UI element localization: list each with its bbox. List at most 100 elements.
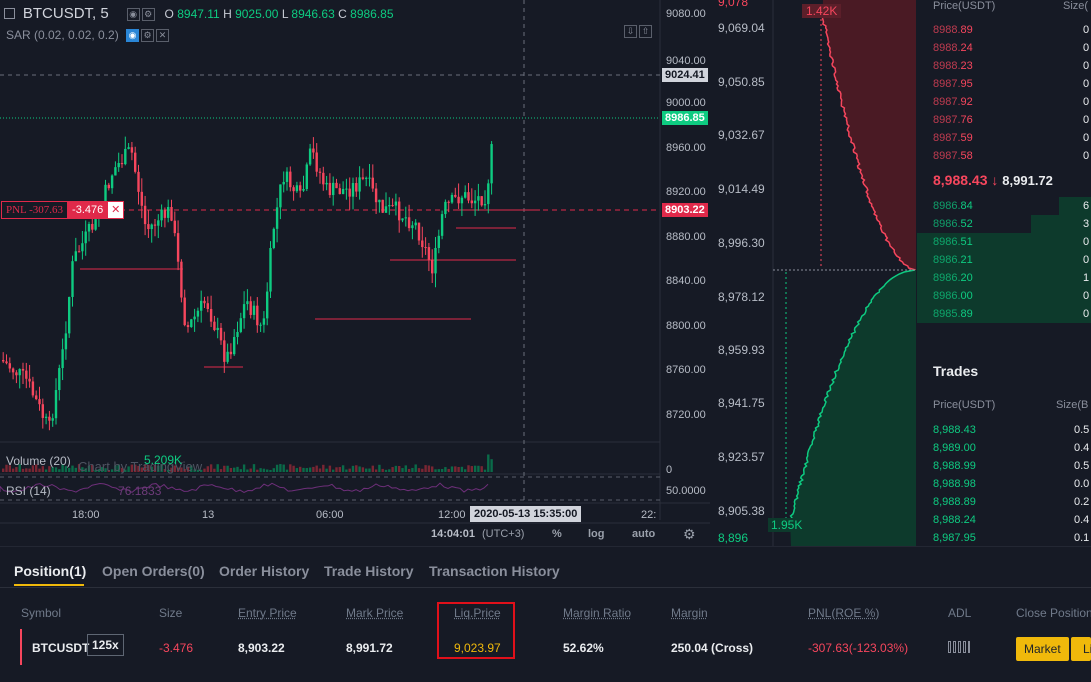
volume-bar <box>273 468 275 472</box>
ask-row[interactable]: 8987.95 0 <box>917 75 1091 93</box>
candle-body <box>9 363 11 368</box>
close-icon[interactable]: ✕ <box>156 29 169 42</box>
ask-price: 8987.95 <box>933 78 973 90</box>
depth-chart-panel[interactable]: 9,078 9,069.04 9,050.85 9,032.67 9,014.4… <box>710 0 916 546</box>
chart-bottom-toolbar: 14:04:01 (UTC+3) % log auto ⚙ <box>0 525 710 545</box>
percent-scale-button[interactable]: % <box>552 528 562 540</box>
candle-body <box>75 251 77 261</box>
candle-body <box>104 185 106 202</box>
crosshair-price-tag: 9024.41 <box>662 68 708 82</box>
volume-bar <box>246 469 248 472</box>
bid-size: 6 <box>1083 200 1089 212</box>
candle-body <box>438 236 440 248</box>
volume-legend: Volume (20) Chart by TradingView 5.209K <box>6 453 202 468</box>
depth-axis-bottom-cut: 8,896 <box>718 531 748 545</box>
pnl-position-label[interactable]: PNL -307.63 -3.476 ✕ <box>1 201 124 219</box>
candle-body <box>38 399 40 404</box>
trade-row[interactable]: 8,987.95 0.1 <box>917 529 1091 547</box>
ask-price-int: 8988. <box>933 60 961 72</box>
ask-row[interactable]: 8988.89 0 <box>917 21 1091 39</box>
volume-bar <box>329 466 331 472</box>
ask-row[interactable]: 8987.59 0 <box>917 129 1091 147</box>
auto-scale-button[interactable]: auto <box>632 528 655 540</box>
candle-body <box>197 311 199 317</box>
volume-bar <box>213 469 215 472</box>
eye-icon[interactable]: ◉ <box>126 29 139 42</box>
bid-row[interactable]: 8986.00 0 <box>917 287 1091 305</box>
ask-row[interactable]: 8988.23 0 <box>917 57 1091 75</box>
ask-size: 0 <box>1083 114 1089 126</box>
position-liq-price: 9,023.97 <box>454 641 501 655</box>
col-margin: Margin <box>671 606 708 620</box>
book-size-header: Size( <box>1063 0 1088 12</box>
tab-transaction-history[interactable]: Transaction History <box>429 563 560 579</box>
limit-close-button[interactable]: Li <box>1071 637 1091 661</box>
candlestick-chart-panel[interactable]: BTCUSDT, 5 ◉ ⚙ O 8947.11 H 9025.00 L 8946… <box>0 0 710 546</box>
candle-body <box>246 301 248 304</box>
volume-bar <box>474 466 476 472</box>
depth-axis-top-cut: 9,078 <box>718 0 748 9</box>
candle-body <box>434 248 436 273</box>
volume-bar <box>457 467 459 472</box>
volume-bar <box>365 469 367 472</box>
eye-icon[interactable]: ◉ <box>127 8 140 21</box>
candle-body <box>127 147 129 149</box>
ask-size: 0 <box>1083 132 1089 144</box>
ask-size: 0 <box>1083 60 1089 72</box>
tab-order-history[interactable]: Order History <box>219 563 309 579</box>
book-mid-price: 8,988.43 ↓ 8,991.72 <box>933 172 1053 188</box>
ask-row[interactable]: 8987.92 0 <box>917 93 1091 111</box>
gear-icon[interactable]: ⚙ <box>683 526 696 543</box>
candle-body <box>167 207 169 218</box>
trade-row[interactable]: 8,988.43 0.5 <box>917 421 1091 439</box>
candle-body <box>395 202 397 206</box>
trade-row[interactable]: 8,988.99 0.5 <box>917 457 1091 475</box>
trade-size: 0.0 <box>1074 478 1089 490</box>
trades-size-header: Size(B <box>1056 399 1088 411</box>
ask-row[interactable]: 8988.24 0 <box>917 39 1091 57</box>
candle-body <box>137 172 139 192</box>
volume-bar <box>22 469 24 472</box>
bid-row[interactable]: 8986.84 6 <box>917 197 1091 215</box>
tab-open-orders[interactable]: Open Orders(0) <box>102 563 205 579</box>
volume-bar <box>342 465 344 472</box>
bid-row[interactable]: 8986.21 0 <box>917 251 1091 269</box>
close-position-icon[interactable]: ✕ <box>108 202 123 218</box>
trade-row[interactable]: 8,988.24 0.4 <box>917 511 1091 529</box>
active-tab-indicator <box>14 584 84 586</box>
bid-row[interactable]: 8986.51 0 <box>917 233 1091 251</box>
log-scale-button[interactable]: log <box>588 528 605 540</box>
trade-row[interactable]: 8,989.00 0.4 <box>917 439 1091 457</box>
scroll-up-icon[interactable]: ⇧ <box>639 25 652 38</box>
bid-row[interactable]: 8986.20 1 <box>917 269 1091 287</box>
sar-indicator-row: SAR (0.02, 0.02, 0.2) ◉ ⚙ ✕ <box>6 28 169 42</box>
clock: 14:04:01 <box>431 528 475 540</box>
book-price-header: Price(USDT) <box>933 0 995 12</box>
candle-body <box>378 200 380 202</box>
position-entry-price: 8,903.22 <box>238 641 285 655</box>
bid-depth-label: 1.95K <box>768 518 805 532</box>
tab-trade-history[interactable]: Trade History <box>324 563 413 579</box>
timezone[interactable]: (UTC+3) <box>482 528 524 540</box>
settings-icon[interactable]: ⚙ <box>141 29 154 42</box>
price-axis-label: 8840.00 <box>666 275 706 287</box>
ask-row[interactable]: 8987.58 0 <box>917 147 1091 165</box>
market-close-button[interactable]: Market <box>1016 637 1069 661</box>
settings-icon[interactable]: ⚙ <box>142 8 155 21</box>
bid-row[interactable]: 8985.89 0 <box>917 305 1091 323</box>
ohlc-l-label: L <box>282 7 288 21</box>
leverage-button[interactable]: 125x <box>87 634 124 656</box>
tab-position[interactable]: Position(1) <box>14 563 86 579</box>
collapse-icon[interactable] <box>4 8 15 19</box>
trade-row[interactable]: 8,988.89 0.2 <box>917 493 1091 511</box>
ask-row[interactable]: 8987.76 0 <box>917 111 1091 129</box>
bid-row[interactable]: 8986.52 3 <box>917 215 1091 233</box>
position-qty: -3.476 <box>67 202 108 218</box>
last-price-tag: 8986.85 <box>662 111 708 125</box>
scroll-down-icon[interactable]: ⇩ <box>624 25 637 38</box>
price-axis-label: 9000.00 <box>666 97 706 109</box>
trade-row[interactable]: 8,988.98 0.0 <box>917 475 1091 493</box>
volume-bar <box>256 470 258 472</box>
volume-bar <box>263 469 265 472</box>
candle-body <box>457 197 459 203</box>
